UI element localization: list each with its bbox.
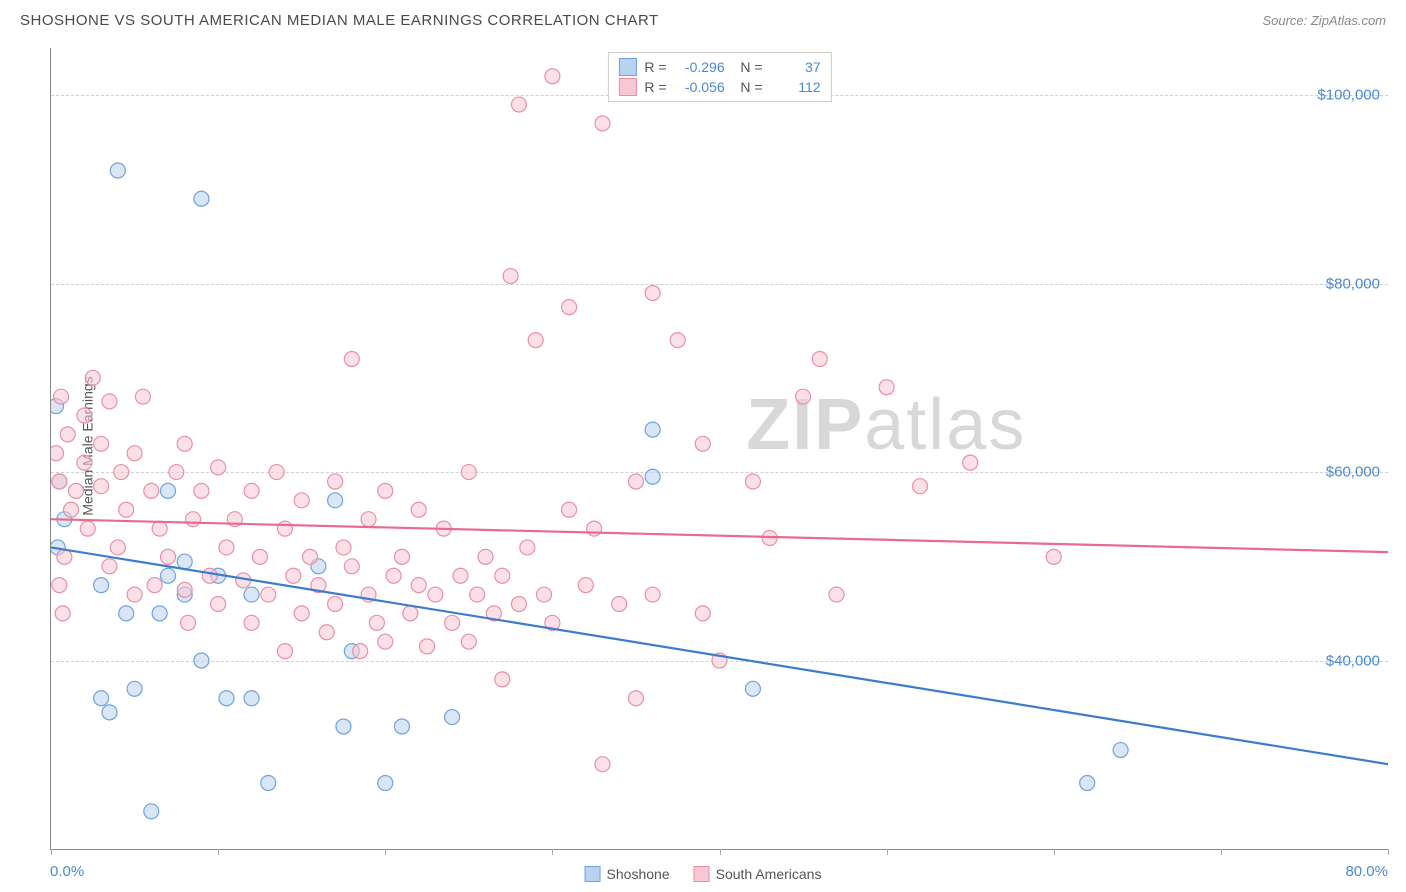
- legend-item-shoshone: Shoshone: [585, 866, 670, 882]
- x-tick: [218, 849, 219, 855]
- legend-item-south-americans: South Americans: [694, 866, 822, 882]
- x-tick: [720, 849, 721, 855]
- stats-row-south-americans: R = -0.056 N = 112: [618, 77, 820, 97]
- x-tick: [887, 849, 888, 855]
- scatter-svg: [51, 48, 1388, 849]
- legend-label-shoshone: Shoshone: [607, 866, 670, 882]
- x-tick: [385, 849, 386, 855]
- x-tick: [51, 849, 52, 855]
- bottom-legend: Shoshone South Americans: [585, 866, 822, 882]
- correlation-stats-box: R = -0.296 N = 37 R = -0.056 N = 112: [607, 52, 831, 102]
- chart-plot-area: ZIPatlas R = -0.296 N = 37 R = -0.056 N …: [50, 48, 1388, 850]
- x-tick: [1221, 849, 1222, 855]
- legend-label-south-americans: South Americans: [716, 866, 822, 882]
- x-tick: [552, 849, 553, 855]
- x-axis-max-label: 80.0%: [1345, 863, 1388, 880]
- x-axis-min-label: 0.0%: [50, 863, 84, 880]
- x-tick: [1054, 849, 1055, 855]
- legend-swatch-shoshone: [585, 866, 601, 882]
- x-tick: [1388, 849, 1389, 855]
- swatch-south-americans: [618, 78, 636, 96]
- swatch-shoshone: [618, 58, 636, 76]
- source-label: Source: ZipAtlas.com: [1262, 13, 1386, 28]
- stats-row-shoshone: R = -0.296 N = 37: [618, 57, 820, 77]
- chart-title: SHOSHONE VS SOUTH AMERICAN MEDIAN MALE E…: [20, 12, 659, 29]
- legend-swatch-south-americans: [694, 866, 710, 882]
